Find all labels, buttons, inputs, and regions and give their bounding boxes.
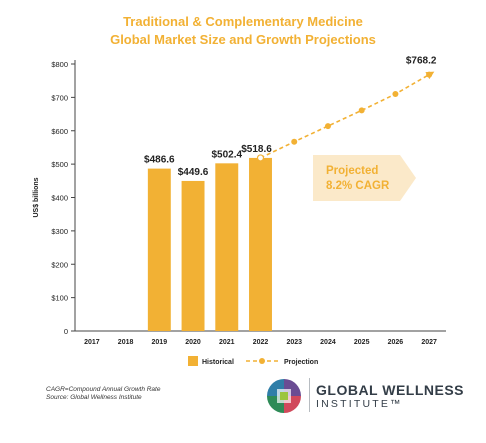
cagr-callout-box [313, 155, 416, 201]
y-tick-label: $600 [51, 127, 68, 136]
x-tick-label: 2026 [388, 339, 404, 346]
projection-point-2026 [392, 91, 399, 98]
projection-end-label: $768.2 [406, 56, 437, 67]
y-tick-label: $400 [51, 194, 68, 203]
x-tick-label: 2022 [253, 339, 269, 346]
logo-name: GLOBAL WELLNESS [316, 382, 465, 398]
legend-marker-projection [259, 358, 265, 364]
x-tick-label: 2025 [354, 339, 370, 346]
x-tick-label: 2021 [219, 339, 235, 346]
bar-2022 [249, 157, 272, 331]
legend-swatch-historical [188, 356, 198, 366]
logo-divider [309, 378, 310, 412]
chart-title-line1: Traditional & Complementary Medicine [123, 14, 363, 29]
x-tick-label: 2018 [118, 339, 134, 346]
gwi-logo-mark-icon [267, 379, 301, 413]
y-tick-label: 0 [64, 327, 68, 336]
bar-value-label-2020: $449.6 [178, 167, 209, 178]
bar-value-label-2019: $486.6 [144, 155, 175, 166]
bar-2021 [215, 163, 239, 331]
y-tick-label: $700 [51, 93, 68, 102]
logo-subtitle: INSTITUTE™ [316, 398, 403, 410]
cagr-callout-line2: 8.2% CAGR [326, 180, 390, 192]
x-tick-label: 2020 [185, 339, 201, 346]
projection-point-2024 [324, 123, 331, 130]
projection-point-2023 [291, 138, 298, 145]
x-tick-label: 2024 [320, 339, 336, 346]
gwi-logo: GLOBAL WELLNESS INSTITUTE™ [264, 376, 474, 416]
footnote-source: Source: Global Wellness Institute [46, 394, 142, 401]
x-tick-label: 2019 [152, 339, 168, 346]
legend-label-historical: Historical [202, 359, 234, 366]
footnotes: CAGR=Compound Annual Growth Rate Source:… [46, 386, 160, 402]
projection-point-2025 [358, 107, 365, 114]
projection-arrow-icon [425, 71, 435, 80]
bar-value-label-2021: $502.4 [211, 149, 242, 160]
y-tick-label: $200 [51, 260, 68, 269]
bar-2020 [181, 180, 205, 331]
x-tick-label: 2023 [286, 339, 302, 346]
y-tick-label: $300 [51, 227, 68, 236]
footnote-cagr: CAGR=Compound Annual Growth Rate [46, 386, 161, 393]
projection-point-2022 [256, 154, 265, 162]
chart-title-line2: Global Market Size and Growth Projection… [110, 32, 376, 47]
bar-2019 [147, 168, 171, 331]
y-axis-label: US$ billions [33, 177, 40, 217]
y-tick-label: $500 [51, 160, 68, 169]
legend-label-projection: Projection [284, 359, 318, 366]
projection-line [260, 73, 430, 159]
bar-value-label-2022: $518.6 [241, 144, 272, 155]
y-tick-label: $100 [51, 294, 68, 303]
x-tick-label: 2027 [421, 339, 437, 346]
y-tick-label: $800 [51, 60, 68, 69]
cagr-callout-line1: Projected [326, 165, 378, 177]
x-tick-label: 2017 [84, 339, 100, 346]
